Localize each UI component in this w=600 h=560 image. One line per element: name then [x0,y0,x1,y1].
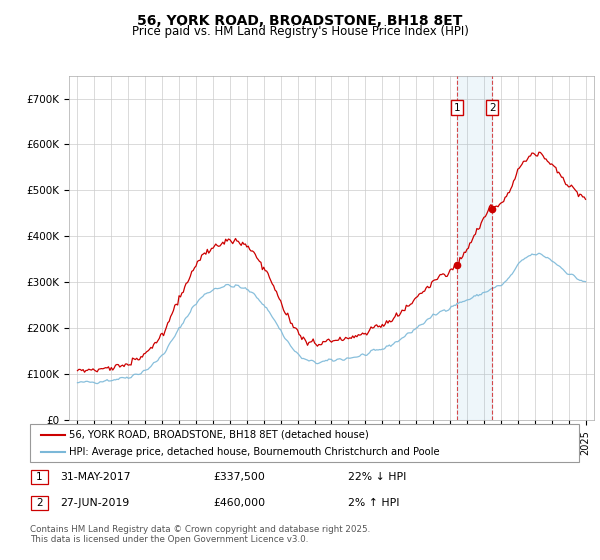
Text: 2% ↑ HPI: 2% ↑ HPI [348,498,400,508]
Text: HPI: Average price, detached house, Bournemouth Christchurch and Poole: HPI: Average price, detached house, Bour… [69,447,440,458]
Text: £337,500: £337,500 [213,472,265,482]
Text: 56, YORK ROAD, BROADSTONE, BH18 8ET: 56, YORK ROAD, BROADSTONE, BH18 8ET [137,14,463,28]
Text: 2: 2 [489,102,496,113]
Text: £460,000: £460,000 [213,498,265,508]
Text: 2: 2 [36,498,43,508]
Text: 22% ↓ HPI: 22% ↓ HPI [348,472,406,482]
Text: Contains HM Land Registry data © Crown copyright and database right 2025.
This d: Contains HM Land Registry data © Crown c… [30,525,370,544]
Text: 1: 1 [36,472,43,482]
Text: 56, YORK ROAD, BROADSTONE, BH18 8ET (detached house): 56, YORK ROAD, BROADSTONE, BH18 8ET (det… [69,430,369,440]
Text: 31-MAY-2017: 31-MAY-2017 [60,472,131,482]
Text: 1: 1 [454,102,460,113]
Text: Price paid vs. HM Land Registry's House Price Index (HPI): Price paid vs. HM Land Registry's House … [131,25,469,38]
Bar [457,76,492,420]
Text: 27-JUN-2019: 27-JUN-2019 [60,498,129,508]
